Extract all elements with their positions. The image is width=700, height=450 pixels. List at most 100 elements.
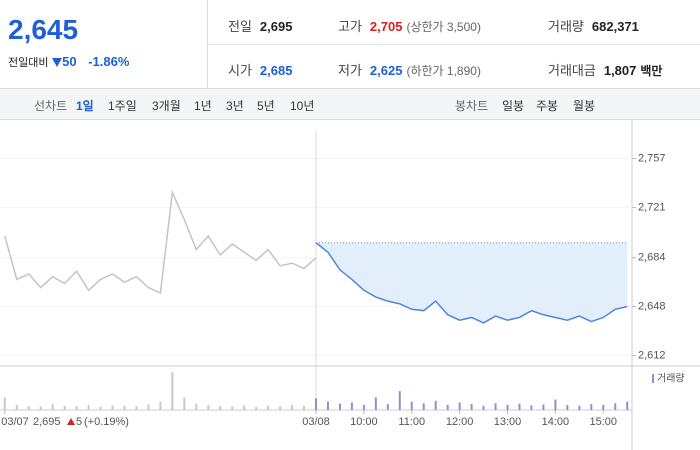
volume-bar — [362, 404, 365, 410]
quote-box: 2,645 전일대비 50 -1.86% — [0, 0, 208, 88]
stat: 거래대금 1,807 백만 — [548, 60, 662, 79]
volume-bar — [602, 404, 605, 410]
price-line — [4, 189, 317, 295]
volume-legend: 거래량 — [657, 373, 685, 385]
volume-bar — [542, 404, 545, 410]
volume-bar — [506, 404, 509, 410]
volume-bar — [51, 404, 54, 410]
stat-label: 거래대금 — [548, 63, 596, 78]
volume-bar — [303, 405, 306, 410]
period-tab[interactable]: 3년 — [226, 99, 244, 113]
volume-bar — [530, 405, 533, 410]
change: 전일대비 50 -1.86% — [8, 54, 129, 70]
x-tick-label: 15:00 — [590, 416, 618, 428]
period-tab[interactable]: 5년 — [257, 99, 275, 113]
volume-bar — [243, 405, 246, 410]
volume-bar — [39, 406, 42, 410]
x-tick-label: 14:00 — [542, 416, 570, 428]
stat: 고가 2,705 (상한가 3,500) — [338, 16, 481, 35]
stat-value: 2,625 — [369, 63, 403, 78]
stat-value: 682,371 — [591, 19, 639, 34]
volume-bar — [446, 404, 449, 410]
volume-bar — [183, 397, 186, 410]
x-tick-label: 10:00 — [350, 416, 378, 428]
up-arrow — [67, 418, 75, 425]
candle-tab[interactable]: 월봉 — [573, 99, 596, 113]
candle-tab[interactable]: 주봉 — [536, 99, 559, 113]
period-tabs: 선차트 1일 1주일 3개월 1년 3년 5년 10년 봉차트 일봉 주봉 월봉 — [0, 89, 700, 120]
stat-label: 고가 — [338, 19, 362, 34]
volume-bar — [315, 398, 317, 410]
volume-bar — [518, 403, 521, 410]
stat-value: 2,695 — [259, 19, 293, 34]
x-tick-label: 03/08 — [302, 416, 330, 428]
y-tick-label: 2,684 — [638, 252, 666, 264]
footer-price: 2,695 — [33, 416, 61, 428]
y-tick-label: 2,721 — [638, 201, 666, 213]
volume-bar — [326, 401, 329, 410]
volume-bar — [614, 403, 617, 410]
legend-swatch — [652, 374, 654, 383]
volume-bar — [470, 404, 473, 410]
volume-bar — [626, 401, 629, 410]
volume-bar — [87, 404, 90, 410]
x-tick-label: 12:00 — [446, 416, 474, 428]
y-tick-label: 2,757 — [638, 152, 666, 164]
volume-bar — [135, 406, 138, 410]
volume-bar — [195, 403, 198, 410]
area — [316, 242, 628, 323]
volume-bar — [63, 405, 66, 410]
volume-bar — [494, 403, 497, 410]
current-price: 2,645 — [8, 14, 79, 45]
period-tab[interactable]: 3개월 — [152, 99, 181, 113]
period-tab[interactable]: 1주일 — [108, 99, 137, 113]
candle-tab[interactable]: 일봉 — [502, 99, 525, 113]
volume-bar — [578, 405, 581, 410]
volume-bar — [255, 406, 258, 410]
stat-note: (상한가 3,500) — [406, 20, 481, 34]
change-rate: -1.86% — [88, 54, 130, 69]
period-tab[interactable]: 10년 — [290, 99, 315, 113]
volume-bar — [482, 405, 485, 410]
change-value: 50 — [62, 54, 77, 69]
y-tick-label: 2,648 — [638, 300, 666, 312]
stat: 시가 2,685 — [228, 60, 292, 79]
volume-bar — [338, 403, 341, 410]
tab-group-label: 봉차트 — [455, 99, 489, 113]
volume-bar — [410, 401, 413, 410]
stat-unit: 백만 — [640, 64, 663, 78]
volume-bar — [27, 406, 30, 410]
quote-header: 2,645 전일대비 50 -1.86% 전일 2,695 고가 2,705 (상한가… — [0, 0, 700, 89]
volume-bar — [123, 405, 126, 410]
stat: 전일 2,695 — [228, 16, 292, 35]
period-tab[interactable]: 1년 — [194, 99, 212, 113]
volume-bar — [386, 404, 389, 410]
volume-bar — [434, 400, 437, 410]
x-tick-label: 11:00 — [398, 416, 425, 428]
volume-bar — [566, 404, 569, 410]
period-tab[interactable]: 1일 — [76, 99, 94, 113]
stat: 거래량 682,371 — [548, 16, 639, 35]
stat-label: 시가 — [228, 63, 252, 78]
volume-bar — [159, 401, 162, 410]
volume-bar — [171, 372, 174, 410]
volume-bar — [147, 404, 150, 410]
volume-bar — [111, 405, 114, 410]
stat-value: 2,685 — [259, 63, 293, 78]
volume-bar — [231, 406, 234, 410]
tab-group-label: 선차트 — [34, 99, 68, 113]
y-tick-label: 2,612 — [638, 349, 666, 361]
volume-bar — [291, 404, 294, 410]
stat-label: 전일 — [228, 19, 252, 34]
footer-rate: (+0.19%) — [84, 416, 129, 428]
volume-bar — [458, 402, 461, 410]
volume-bar — [75, 406, 78, 410]
x-tick-label: 13:00 — [494, 416, 522, 428]
x-tick-label: 03/07 — [1, 416, 29, 428]
price-line — [315, 242, 628, 324]
volume-bar — [374, 397, 377, 410]
volume-bar — [350, 402, 353, 410]
volume-bar — [590, 404, 593, 410]
